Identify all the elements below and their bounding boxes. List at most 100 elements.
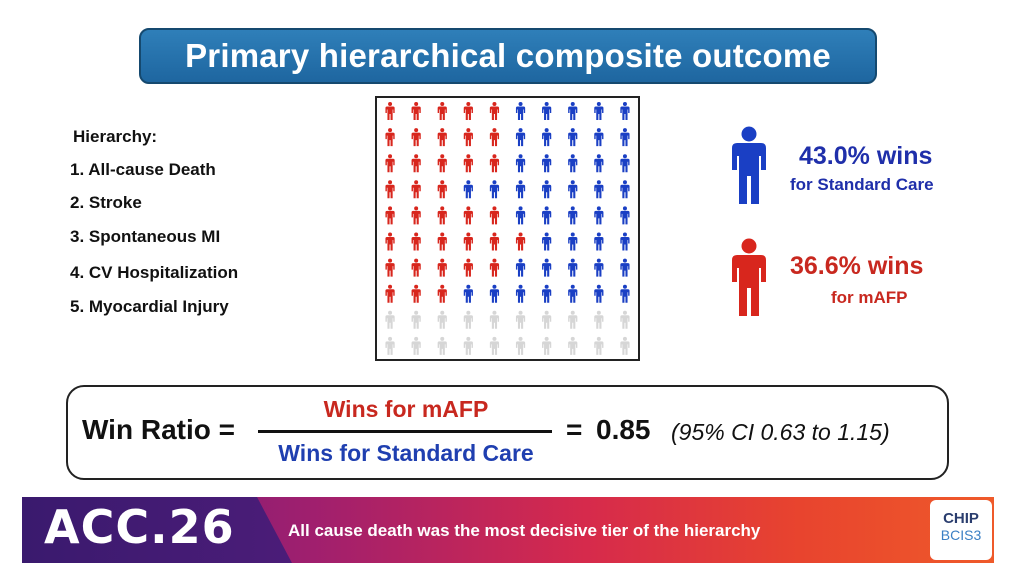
person-icon-red (437, 206, 447, 225)
person-icon-gray (437, 310, 447, 329)
hierarchy-item: 2. Stroke (70, 193, 142, 212)
person-icon-blue (568, 180, 578, 199)
person-icon-blue (542, 154, 552, 173)
person-icon-red (437, 128, 447, 147)
fraction-bar (258, 430, 552, 433)
person-icon-blue (620, 128, 630, 147)
person-icon-blue (542, 128, 552, 147)
person-icon-blue (594, 284, 604, 303)
person-icon-red (385, 102, 395, 120)
person-icon-blue (620, 206, 630, 225)
person-icon-red (437, 102, 447, 120)
person-icon-blue (568, 128, 578, 147)
person-icon-red (411, 232, 421, 251)
person-icon-red (411, 128, 421, 147)
person-icon-blue (515, 180, 526, 199)
standard-care-pct: 43.0% wins (799, 142, 933, 170)
person-icon-blue (620, 258, 630, 277)
person-icon-blue (594, 128, 604, 147)
person-icon-blue (594, 206, 604, 225)
footer-banner (22, 497, 994, 563)
title-banner: Primary hierarchical composite outcome (139, 28, 877, 84)
person-icon-blue (568, 154, 578, 173)
person-icon-red (385, 258, 395, 277)
person-icon-blue (542, 284, 552, 303)
person-icon-blue (515, 154, 526, 173)
mafp-label: for mAFP (831, 288, 908, 307)
person-icon-standard-care (732, 126, 766, 204)
person-icon-blue (568, 284, 578, 303)
person-icon-blue (568, 102, 578, 120)
person-icon-red (385, 232, 395, 251)
person-icon-blue (620, 284, 630, 303)
fraction-numerator: Wins for mAFP (323, 396, 489, 422)
person-icon-blue (542, 206, 552, 225)
person-icon-gray (385, 310, 395, 329)
person-icon-red (489, 128, 500, 147)
person-icon-blue (594, 154, 604, 173)
person-icon-blue (515, 128, 526, 147)
person-icon-red (515, 232, 526, 251)
person-icon-blue (515, 102, 526, 120)
person-icon-red (385, 206, 395, 225)
confidence-interval: (95% CI 0.63 to 1.15) (671, 419, 890, 445)
person-icon-gray (515, 336, 526, 355)
person-icon-red (489, 102, 500, 120)
person-icon-blue (620, 154, 630, 173)
person-icon-blue (515, 284, 526, 303)
person-icon-blue (489, 284, 500, 303)
banner-message: All cause death was the most decisive ti… (288, 521, 761, 540)
person-icon-red (411, 180, 421, 199)
person-icon-gray (411, 336, 421, 355)
person-icon-gray (385, 336, 395, 355)
person-icon-mafp (732, 238, 766, 316)
hierarchy-item: 5. Myocardial Injury (70, 297, 229, 316)
person-icon-blue (463, 284, 473, 303)
page-title: Primary hierarchical composite outcome (185, 37, 831, 74)
person-icon-red (489, 258, 500, 277)
hierarchy-item: 3. Spontaneous MI (70, 227, 221, 246)
person-icon-gray (489, 310, 500, 329)
acc-logo: ACC.26 (44, 500, 235, 554)
banner-logo-panel (22, 497, 292, 563)
person-icon-blue (568, 232, 578, 251)
person-icon-red (437, 284, 447, 303)
person-icon-blue (542, 102, 552, 120)
person-icon-red (463, 258, 473, 277)
person-icon-gray (542, 310, 552, 329)
equals-sign: = (566, 414, 583, 445)
pictogram-svg (385, 102, 630, 355)
win-ratio-label: Win Ratio = (82, 414, 235, 445)
person-icon-red (489, 232, 500, 251)
chip-badge-subtitle: BCIS3 (940, 527, 982, 543)
person-icon-red (411, 154, 421, 173)
person-icon-blue (594, 102, 604, 120)
person-icon-red (463, 102, 473, 120)
person-icon-red (463, 128, 473, 147)
chip-badge (930, 500, 992, 560)
person-icon-gray (463, 336, 473, 355)
person-icon-blue (620, 102, 630, 120)
person-icon-red (437, 154, 447, 173)
person-icon-red (489, 154, 500, 173)
person-icon-blue (594, 232, 604, 251)
person-icon-red (463, 206, 473, 225)
person-icon-gray (515, 310, 526, 329)
person-icon-gray (411, 310, 421, 329)
person-icon-gray (594, 336, 604, 355)
person-icon-blue (515, 258, 526, 277)
person-icon-blue (568, 258, 578, 277)
person-icon-red (463, 154, 473, 173)
person-icon-gray (594, 310, 604, 329)
person-icon-gray (437, 336, 447, 355)
person-icon-blue (620, 232, 630, 251)
person-icon-red (437, 232, 447, 251)
chip-badge-title: CHIP (943, 510, 979, 527)
person-icon-red (385, 154, 395, 173)
hierarchy-item: 4. CV Hospitalization (70, 263, 239, 282)
mafp-pct: 36.6% wins (790, 252, 924, 280)
person-icon-blue (594, 180, 604, 199)
person-icon-red (411, 284, 421, 303)
person-icon-red (489, 206, 500, 225)
person-icon-gray (620, 336, 630, 355)
